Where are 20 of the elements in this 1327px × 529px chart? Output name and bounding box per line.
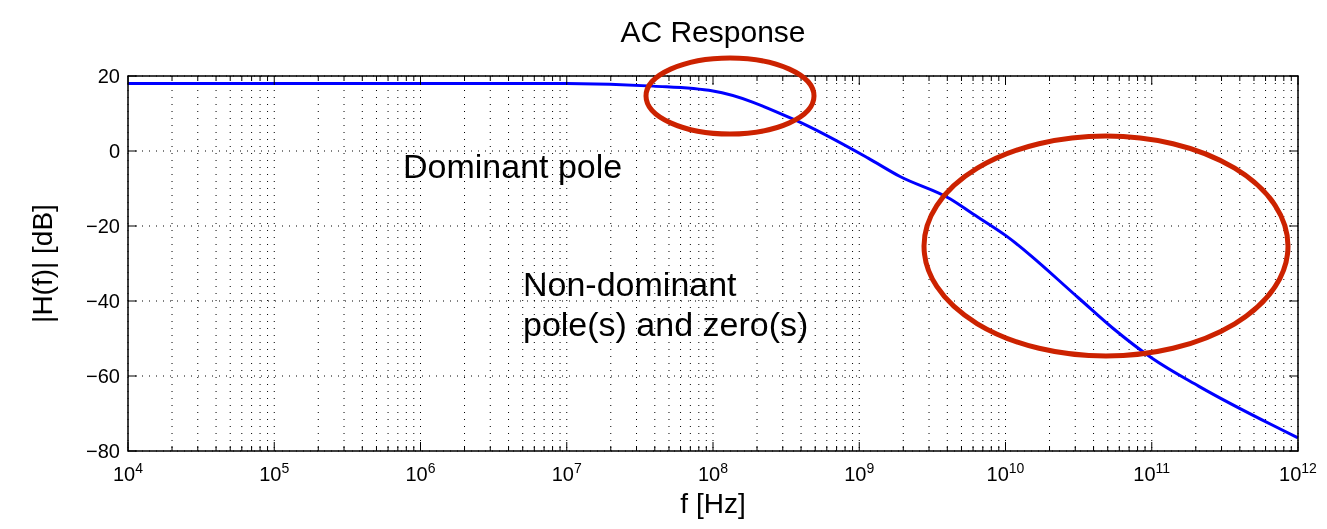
x-tick-label: 10$^{9}$ — [844, 460, 875, 485]
x-tick-label: 10$^{6}$ — [405, 460, 436, 485]
y-tick-label: −40 — [86, 290, 120, 312]
x-tick-label: 10$^{12}$ — [1279, 460, 1318, 485]
annotation: Non-dominant pole(s) and zero(s) — [523, 265, 809, 343]
annotation: Dominant pole — [403, 147, 623, 185]
y-tick-label: −80 — [86, 440, 120, 462]
y-tick-label: −60 — [86, 365, 120, 387]
y-tick-label: −20 — [86, 215, 120, 237]
x-tick-label: 10$^{8}$ — [697, 460, 729, 485]
x-tick-label: 10$^{5}$ — [259, 460, 290, 485]
chart-title: AC Response — [620, 15, 806, 48]
x-tick-label: 10$^{7}$ — [551, 460, 582, 485]
y-tick-label: 20 — [97, 65, 120, 87]
y-axis-title: |H(f)| [dB] — [27, 204, 58, 323]
x-tick-label: 10$^{4}$ — [112, 460, 144, 485]
x-tick-label: 10$^{10}$ — [986, 460, 1025, 485]
x-axis-title: f [Hz] — [680, 488, 746, 519]
y-tick-label: 0 — [108, 140, 120, 162]
x-tick-label: 10$^{11}$ — [1133, 460, 1171, 485]
